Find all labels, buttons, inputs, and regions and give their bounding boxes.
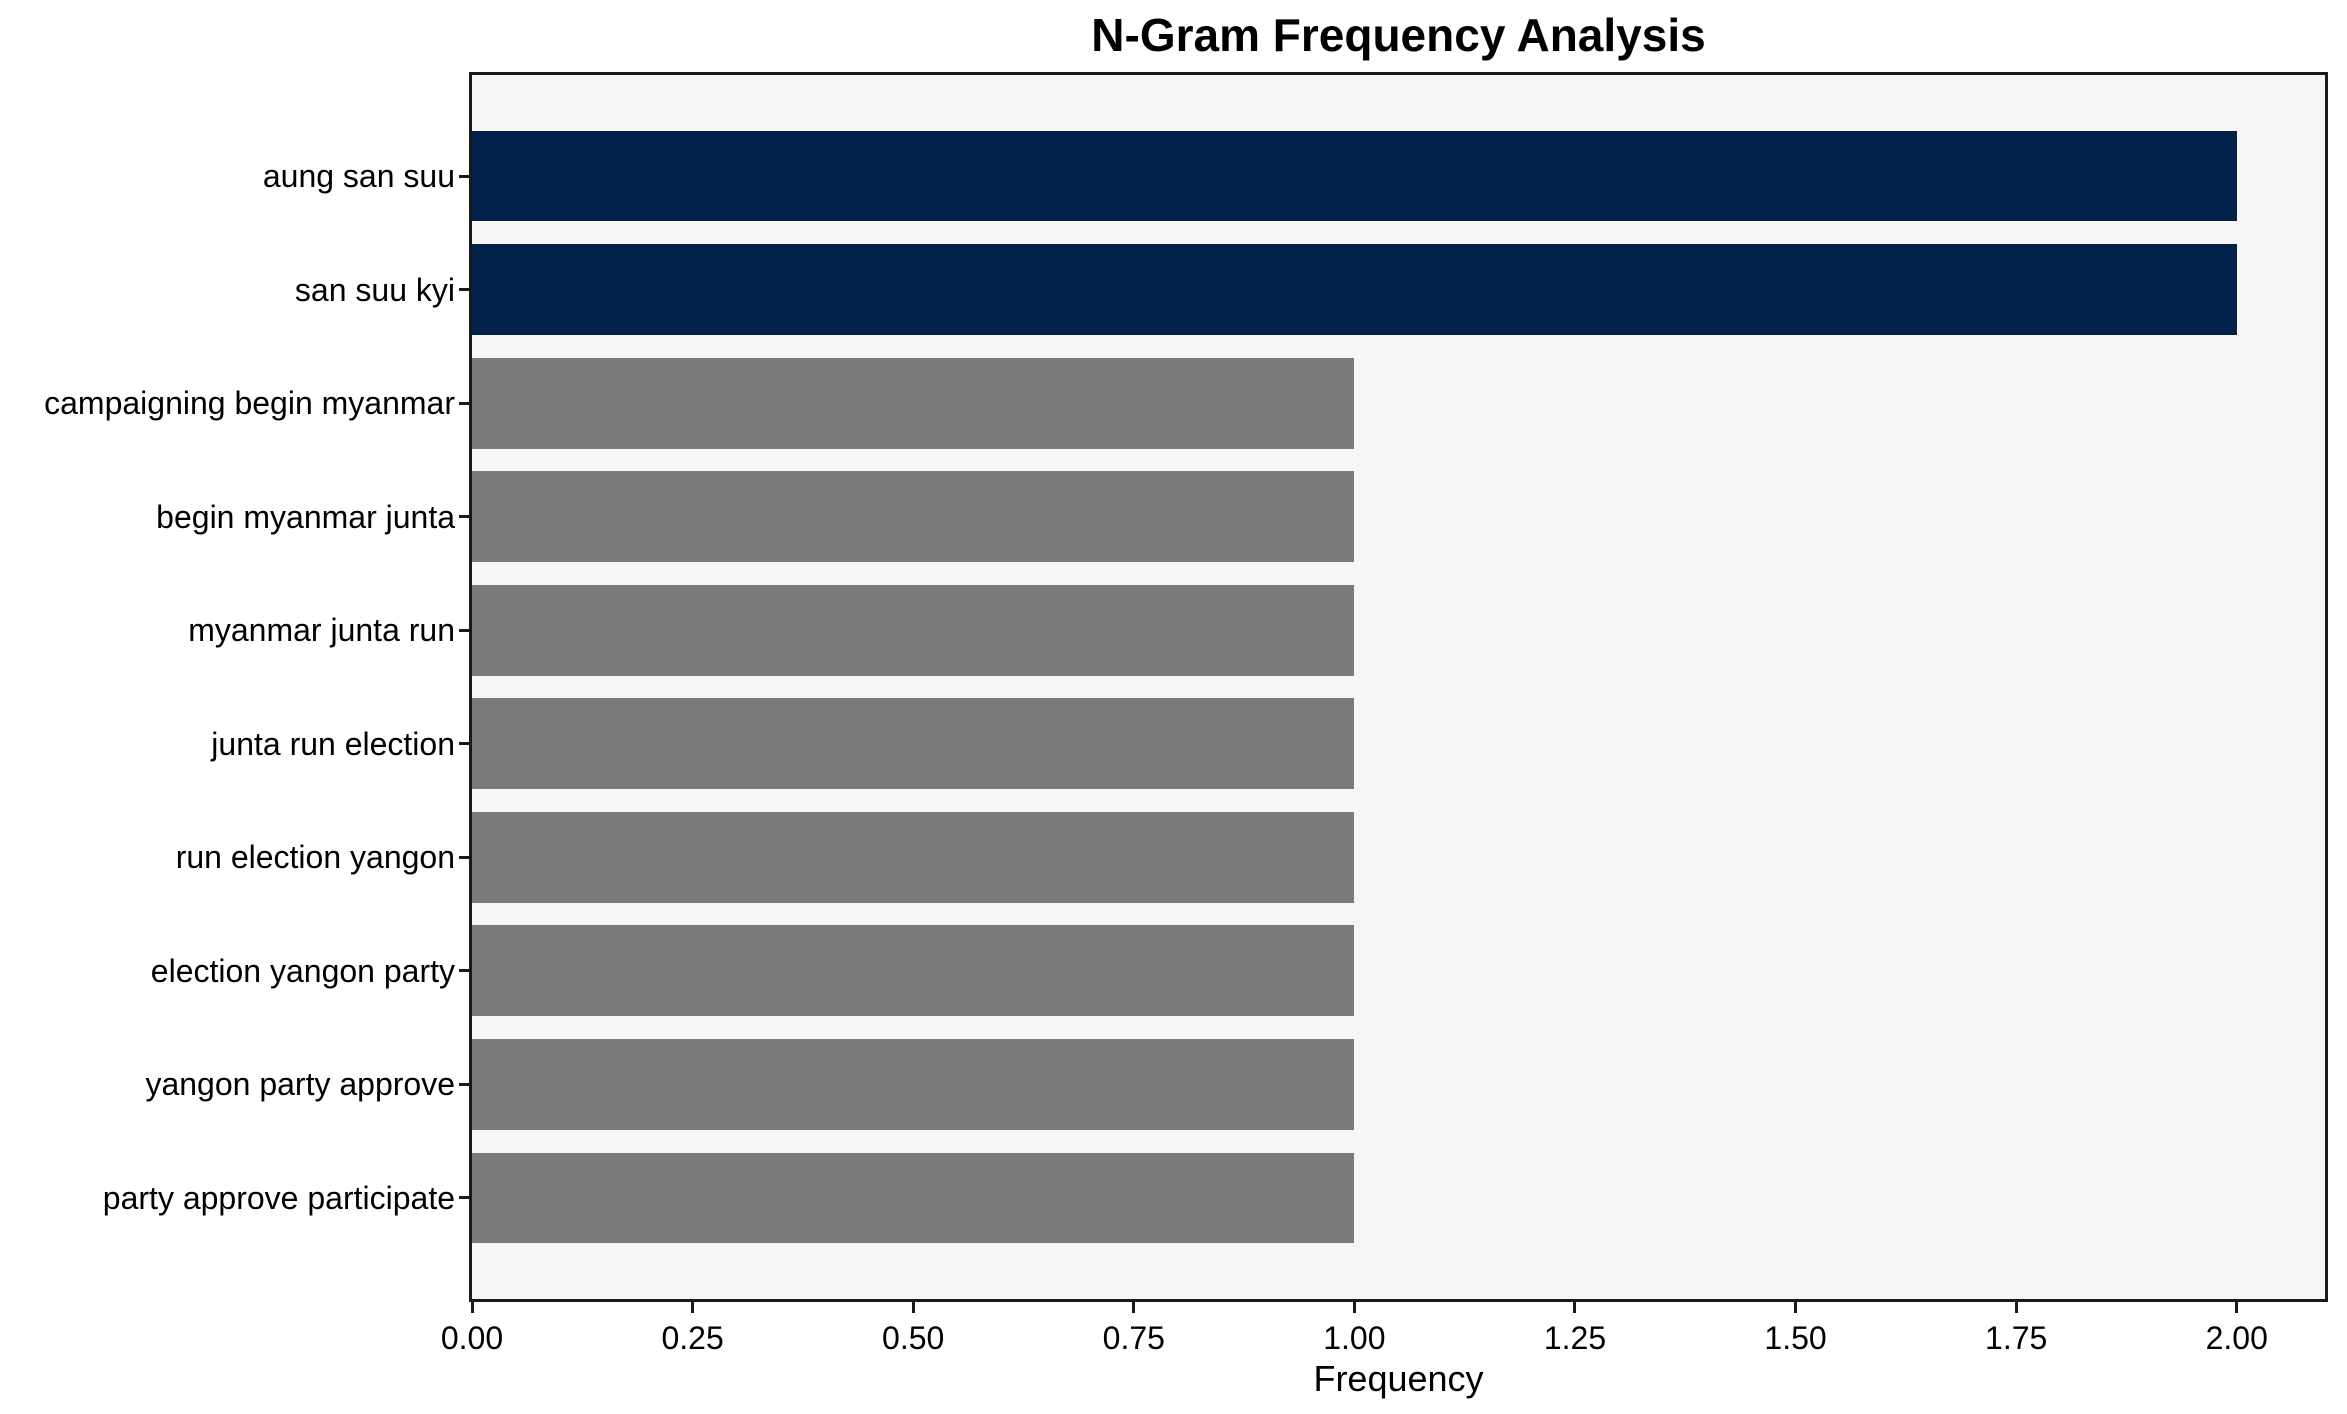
- x-tick-mark: [2235, 1302, 2239, 1313]
- y-tick-label: election yangon party: [150, 952, 455, 989]
- x-tick-label: 1.75: [1985, 1320, 2048, 1356]
- x-tick-mark: [1573, 1302, 1577, 1313]
- y-tick-mark: [459, 855, 469, 859]
- x-tick-label: 0.00: [440, 1320, 504, 1356]
- x-tick-mark: [691, 1302, 695, 1313]
- y-tick-mark: [459, 1196, 469, 1200]
- y-axis-labels: aung san suu san suu kyi campaigning begin…: [0, 75, 455, 1299]
- bar-begin-myanmar-junta: [472, 471, 1355, 563]
- x-tick-mark: [1794, 1302, 1798, 1313]
- x-tick-mark: [1352, 1302, 1356, 1313]
- y-tick-mark: [459, 401, 469, 405]
- y-tick-label: begin myanmar junta: [156, 498, 455, 535]
- x-axis-ticks: [470, 1302, 2325, 1314]
- x-tick-label: 0.25: [661, 1320, 724, 1356]
- plot-area: [469, 72, 2328, 1302]
- bar-run-election-yangon: [472, 811, 1355, 903]
- x-tick-label: 1.00: [1323, 1320, 1386, 1356]
- bar-san-suu-kyi: [472, 244, 2237, 335]
- bar-myanmar-junta-run: [472, 584, 1355, 676]
- x-tick-label: 0.50: [882, 1320, 945, 1356]
- y-tick-mark: [459, 742, 469, 746]
- y-tick-label: yangon party approve: [145, 1066, 455, 1103]
- x-tick-mark: [911, 1302, 915, 1313]
- bar-election-yangon-party: [472, 925, 1355, 1017]
- x-axis-tick-labels: 0.00 0.25 0.50 0.75 1.00 1.25 1.50 1.75 2.00: [441, 1320, 2325, 1360]
- y-tick-label: junta run election: [211, 725, 455, 762]
- x-tick-label: 0.75: [1102, 1320, 1165, 1356]
- bar-party-approve-participate: [472, 1152, 1355, 1244]
- y-tick-mark: [459, 1082, 469, 1086]
- y-tick-label: san suu kyi: [294, 271, 455, 308]
- y-tick-label: run election yangon: [175, 839, 455, 876]
- x-tick-mark: [1132, 1302, 1136, 1313]
- y-tick-mark: [459, 174, 469, 178]
- x-tick-mark: [2014, 1302, 2018, 1313]
- y-tick-label: campaigning begin myanmar: [44, 385, 455, 422]
- x-tick-label: 2.00: [2205, 1320, 2268, 1356]
- y-tick-label: myanmar junta run: [188, 612, 455, 649]
- bar-yangon-party-approve: [472, 1038, 1355, 1130]
- y-tick-mark: [459, 515, 469, 519]
- chart-title: N-Gram Frequency Analysis: [1091, 9, 1706, 61]
- bar-junta-run-election: [472, 698, 1355, 790]
- bar-campaigning-begin-myanmar: [472, 357, 1355, 449]
- x-tick-label: 1.25: [1543, 1320, 1607, 1356]
- y-tick-mark: [459, 628, 469, 632]
- bar-aung-san-suu: [472, 130, 2237, 222]
- x-tick-mark: [470, 1302, 474, 1313]
- x-tick-label: 1.50: [1764, 1320, 1827, 1356]
- x-axis-title: Frequency: [1313, 1358, 1484, 1399]
- y-tick-label: party approve participate: [102, 1179, 455, 1216]
- y-tick-mark: [459, 969, 469, 973]
- y-tick-label: aung san suu: [262, 158, 455, 195]
- y-axis-ticks: [459, 75, 469, 1299]
- y-tick-mark: [459, 288, 469, 292]
